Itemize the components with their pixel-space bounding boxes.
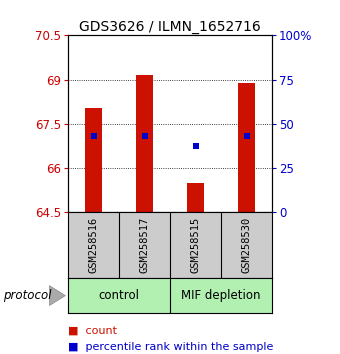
Text: ■  count: ■ count — [68, 326, 117, 336]
Point — [244, 133, 249, 138]
Bar — [238, 82, 255, 212]
Bar — [85, 108, 102, 212]
Text: GSM258530: GSM258530 — [241, 217, 252, 273]
Text: ■  percentile rank within the sample: ■ percentile rank within the sample — [68, 342, 273, 352]
Text: GSM258517: GSM258517 — [139, 217, 150, 273]
Text: GSM258515: GSM258515 — [190, 217, 201, 273]
Point — [142, 133, 147, 138]
Point — [91, 133, 96, 138]
Polygon shape — [50, 286, 65, 306]
Point — [193, 143, 198, 149]
Title: GDS3626 / ILMN_1652716: GDS3626 / ILMN_1652716 — [79, 21, 261, 34]
Text: protocol: protocol — [3, 289, 52, 302]
Text: MIF depletion: MIF depletion — [181, 289, 261, 302]
Bar — [136, 75, 153, 212]
Text: control: control — [99, 289, 139, 302]
Text: GSM258516: GSM258516 — [88, 217, 99, 273]
Bar — [187, 183, 204, 212]
